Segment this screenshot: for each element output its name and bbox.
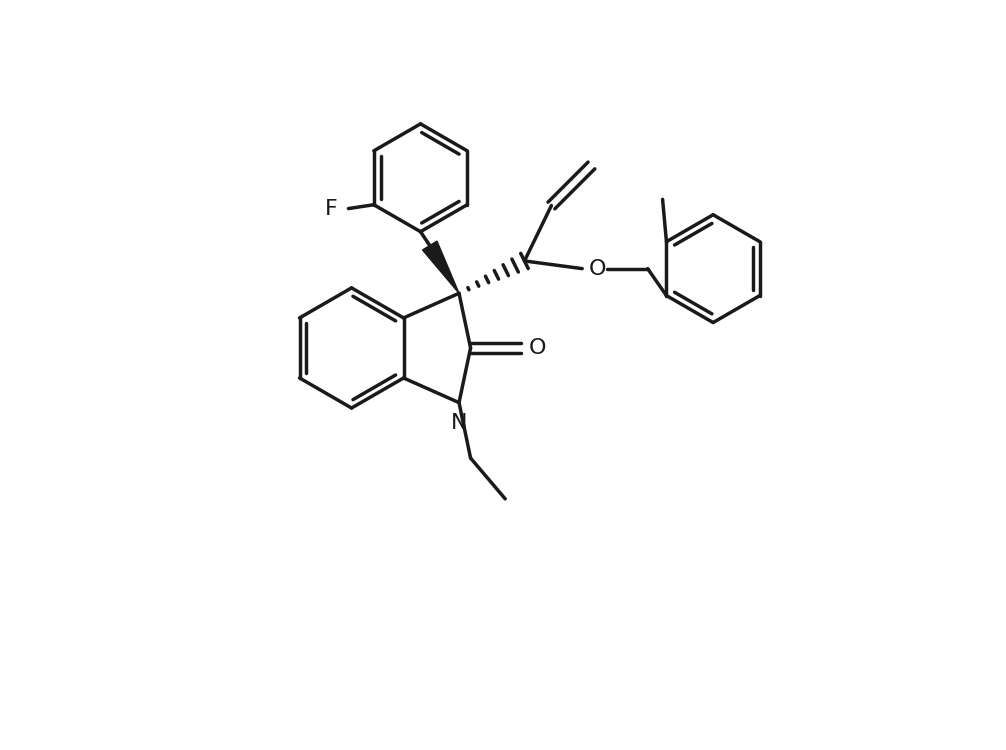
Text: O: O — [528, 338, 546, 358]
Polygon shape — [423, 241, 459, 293]
Text: N: N — [451, 413, 467, 433]
Text: O: O — [589, 259, 606, 279]
Text: F: F — [325, 199, 338, 218]
